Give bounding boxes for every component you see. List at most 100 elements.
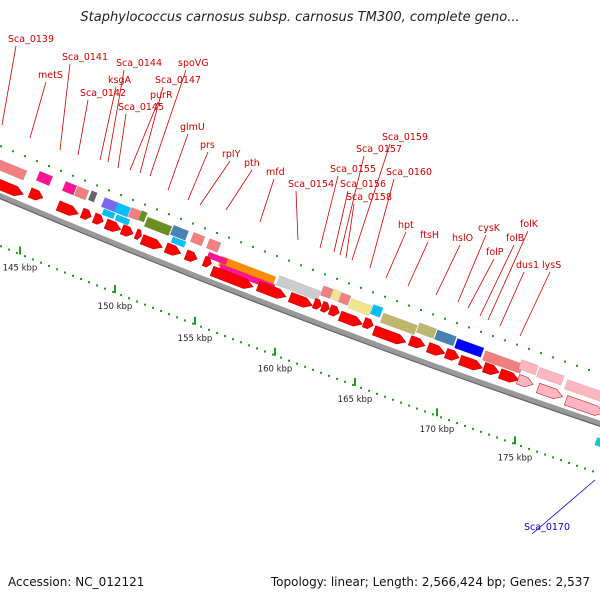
gene-label[interactable]: ftsH: [420, 230, 439, 241]
gene-label[interactable]: folP: [486, 247, 504, 258]
label-leader-line: [167, 133, 189, 191]
gene-block-15: [319, 285, 334, 299]
label-leader-line: [225, 169, 253, 211]
label-leader-line: [149, 69, 187, 177]
label-leader-line: [407, 241, 429, 287]
gene-label[interactable]: Sca_0170: [524, 522, 570, 533]
gene-label[interactable]: Sca_0142: [80, 88, 126, 99]
gene-block-5: [100, 197, 119, 213]
gene-block-secondary-1: [114, 214, 131, 226]
label-leader-line: [457, 234, 487, 303]
kbp-tick-label: 175 kbp: [498, 453, 533, 463]
gene-label[interactable]: mfd: [266, 167, 285, 178]
gene-label[interactable]: purR: [150, 90, 173, 101]
label-leader-line: [129, 101, 159, 171]
label-leader-line: [467, 258, 495, 309]
gene-block-2: [61, 180, 78, 196]
label-leader-line: [339, 155, 365, 256]
gene-label[interactable]: Sca_0139: [8, 34, 54, 45]
label-leader-line: [519, 271, 551, 337]
cds-arrow-1: [27, 187, 44, 201]
gene-block-12: [205, 238, 222, 253]
gene-block-4: [87, 190, 98, 203]
cds-arrow-16: [319, 301, 330, 313]
label-leader-line: [1, 45, 17, 126]
tick-dots: [0, 245, 594, 473]
cds-arrow-7: [133, 228, 142, 240]
gene-block-9: [143, 216, 173, 237]
gene-label[interactable]: Sca_0141: [62, 52, 108, 63]
label-leader-line: [345, 203, 355, 259]
gene-block-16: [329, 288, 342, 302]
label-leader-line: [139, 86, 164, 174]
gene-label[interactable]: Sca_0147: [155, 75, 201, 86]
cds-arrow-12: [209, 265, 254, 289]
cds-arrow-10: [183, 249, 198, 262]
gene-label[interactable]: Sca_0160: [386, 167, 432, 178]
label-leader-line: [187, 151, 209, 201]
gene-label[interactable]: folK: [520, 219, 539, 230]
gene-label[interactable]: Sca_0159: [382, 132, 428, 143]
gene-label[interactable]: ksgA: [108, 75, 131, 86]
gene-label[interactable]: spoVG: [178, 58, 209, 69]
gene-label[interactable]: Sca_0145: [118, 102, 164, 113]
cds-arrow-13: [255, 280, 287, 299]
cds-arrow-8: [139, 234, 163, 250]
cds-arrow-9: [163, 242, 182, 256]
gene-label[interactable]: prs: [200, 140, 215, 151]
topology-text: Topology: linear; Length: 2,566,424 bp; …: [270, 575, 590, 589]
gene-label[interactable]: lysS: [542, 260, 561, 271]
gene-block-0: [0, 156, 28, 181]
kbp-tick-label: 155 kbp: [178, 334, 213, 344]
gene-block-8: [137, 210, 148, 223]
gene-label[interactable]: Sca_0144: [116, 58, 162, 69]
gene-label[interactable]: Sca_0154: [288, 179, 334, 190]
label-leader-line: [117, 113, 127, 169]
gene-block-6: [113, 202, 132, 218]
gene-label[interactable]: metS: [38, 70, 63, 81]
label-leader-line: [351, 143, 391, 261]
gene-block-7: [127, 207, 142, 221]
gene-label[interactable]: rplY: [222, 149, 241, 160]
gene-block-20: [379, 312, 418, 336]
gene-label[interactable]: Sca_0157: [356, 144, 402, 155]
genome-backbone: [0, 192, 600, 426]
gene-label[interactable]: hslO: [452, 233, 473, 244]
cds-arrow-pink-1: [536, 382, 563, 399]
gene-label[interactable]: Sca_0155: [330, 164, 376, 175]
gene-label[interactable]: Sca_0156: [340, 179, 386, 190]
cds-arrow-4: [91, 212, 104, 225]
cds-arrow-14: [287, 292, 313, 308]
gene-block-18: [347, 298, 373, 316]
cds-arrow-25: [481, 362, 500, 376]
gene-block-secondary-2: [170, 236, 187, 248]
label-leader-line: [385, 231, 407, 279]
cds-arrow-21: [407, 335, 426, 349]
gene-label[interactable]: pth: [244, 158, 260, 169]
gene-block-secondary-3: [206, 251, 229, 266]
gene-label[interactable]: hpt: [398, 220, 414, 231]
gene-block-19: [369, 304, 384, 318]
cds-arrow-3: [79, 207, 92, 220]
gene-label[interactable]: folB: [506, 233, 524, 244]
cds-arrow-23: [443, 348, 460, 361]
label-leader-line: [487, 230, 529, 321]
label-leader-line: [107, 69, 125, 163]
gene-label[interactable]: glmU: [180, 122, 205, 133]
map-title: Staphylococcus carnosus subsp. carnosus …: [80, 10, 520, 25]
genome-backbone-shadow: [0, 197, 600, 427]
cds-arrow-20: [371, 325, 407, 345]
label-leader-line: [333, 190, 349, 253]
gene-label[interactable]: cysK: [478, 223, 501, 234]
gene-label[interactable]: Sca_0158: [346, 192, 392, 203]
reverse-feature-block: [594, 437, 600, 448]
cds-arrow-15: [311, 298, 322, 310]
cds-arrow-22: [425, 342, 446, 356]
kbp-tick-label: 145 kbp: [3, 264, 38, 274]
gene-block-secondary-0: [101, 208, 116, 220]
gene-label[interactable]: dus1: [516, 260, 539, 271]
label-leader-line: [259, 178, 275, 223]
gene-block-22: [433, 329, 457, 347]
gene-block-11: [189, 231, 206, 247]
